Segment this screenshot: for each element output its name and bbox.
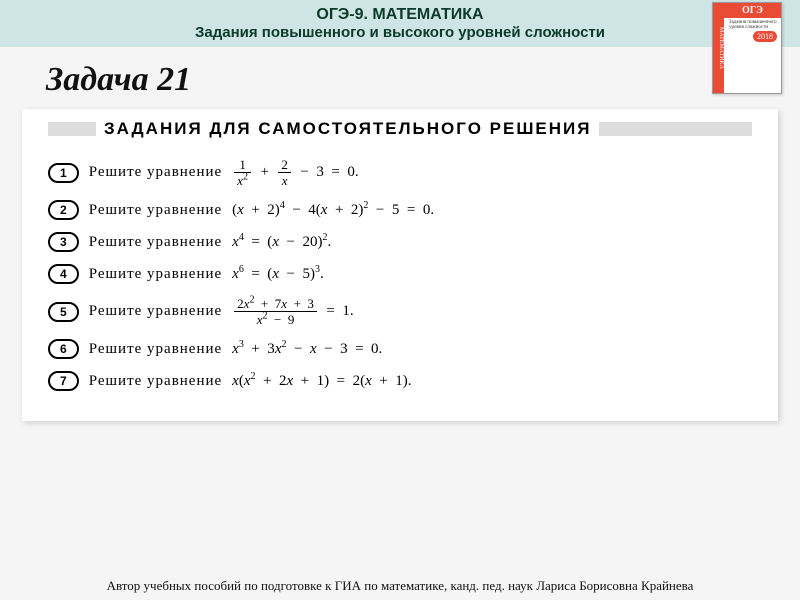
content-panel: ЗАДАНИЯ ДЛЯ САМОСТОЯТЕЛЬНОГО РЕШЕНИЯ 1 Ре… <box>22 109 778 421</box>
problem-equation: 1x2 + 2x − 3 = 0. <box>232 157 358 188</box>
problem-number-badge: 1 <box>48 163 79 183</box>
problem-equation: 2x2 + 7x + 3x2 − 9 = 1. <box>232 296 353 327</box>
problem-number-badge: 5 <box>48 302 79 322</box>
problem-prompt: Решите уравнение <box>89 234 222 251</box>
problem-number-badge: 7 <box>48 371 79 391</box>
section-banner: ЗАДАНИЯ ДЛЯ САМОСТОЯТЕЛЬНОГО РЕШЕНИЯ <box>48 119 752 139</box>
problem-prompt: Решите уравнение <box>89 303 222 320</box>
book-cover-thumbnail: МАТЕМАТИКА ОГЭ 2018 Задания повышенного … <box>712 2 782 94</box>
book-subtitle: Задания повышенного уровня сложности <box>727 18 781 32</box>
header-title: ОГЭ-9. МАТЕМАТИКА <box>20 6 780 24</box>
page-header: ОГЭ-9. МАТЕМАТИКА Задания повышенного и … <box>0 0 800 47</box>
problem-number-badge: 3 <box>48 232 79 252</box>
problem-equation: x(x2 + 2x + 1) = 2(x + 1). <box>232 373 411 390</box>
problem-row: 7 Решите уравнение x(x2 + 2x + 1) = 2(x + … <box>48 371 752 391</box>
problem-equation: x3 + 3x2 − x − 3 = 0. <box>232 341 382 358</box>
book-spine: МАТЕМАТИКА <box>713 3 724 93</box>
problem-equation: (x + 2)4 − 4(x + 2)2 − 5 = 0. <box>232 202 434 219</box>
problem-row: 6 Решите уравнение x3 + 3x2 − x − 3 = 0. <box>48 339 752 359</box>
problems-list: 1 Решите уравнение 1x2 + 2x − 3 = 0. 2 Решит… <box>48 157 752 391</box>
book-year: 2018 <box>753 31 777 42</box>
problem-row: 4 Решите уравнение x6 = (x − 5)3. <box>48 264 752 284</box>
problem-prompt: Решите уравнение <box>89 341 222 358</box>
problem-prompt: Решите уравнение <box>89 164 222 181</box>
problem-prompt: Решите уравнение <box>89 202 222 219</box>
problem-number-badge: 6 <box>48 339 79 359</box>
banner-bar-right <box>599 122 752 136</box>
problem-title: Задача 21 <box>0 47 800 109</box>
header-subtitle: Задания повышенного и высокого уровней с… <box>20 24 780 41</box>
problem-row: 1 Решите уравнение 1x2 + 2x − 3 = 0. <box>48 157 752 188</box>
problem-number-badge: 2 <box>48 200 79 220</box>
problem-row: 3 Решите уравнение x4 = (x − 20)2. <box>48 232 752 252</box>
problem-number-badge: 4 <box>48 264 79 284</box>
problem-equation: x6 = (x − 5)3. <box>232 266 324 283</box>
problem-prompt: Решите уравнение <box>89 373 222 390</box>
banner-bar-left <box>48 122 96 136</box>
problem-prompt: Решите уравнение <box>89 266 222 283</box>
problem-row: 2 Решите уравнение (x + 2)4 − 4(x + 2)2 − … <box>48 200 752 220</box>
banner-text: ЗАДАНИЯ ДЛЯ САМОСТОЯТЕЛЬНОГО РЕШЕНИЯ <box>104 119 591 139</box>
book-badge: ОГЭ <box>724 3 781 18</box>
problem-row: 5 Решите уравнение 2x2 + 7x + 3x2 − 9 = 1. <box>48 296 752 327</box>
problem-equation: x4 = (x − 20)2. <box>232 234 331 251</box>
footer-credit: Автор учебных пособий по подготовке к ГИ… <box>0 578 800 594</box>
